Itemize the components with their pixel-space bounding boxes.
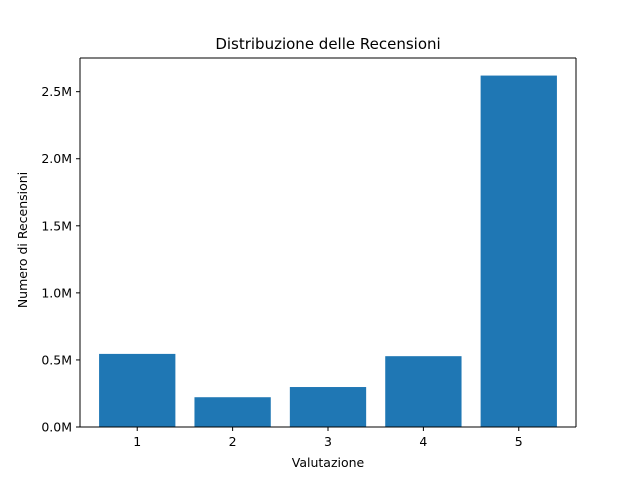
bar-1	[99, 353, 176, 427]
y-tick-label: 2.0M	[41, 151, 72, 166]
chart-title: Distribuzione delle Recensioni	[215, 35, 440, 53]
bar-2	[194, 397, 271, 427]
x-tick-label: 5	[515, 434, 523, 449]
y-tick-label: 2.5M	[41, 84, 72, 99]
y-ticks: 0.0M 0.5M 1.0M 1.5M 2.0M 2.5M	[41, 84, 80, 435]
y-axis-label: Numero di Recensioni	[15, 172, 30, 308]
y-tick-label: 0.5M	[41, 352, 72, 367]
x-tick-label: 3	[324, 434, 332, 449]
x-tick-label: 1	[133, 434, 141, 449]
x-tick-label: 4	[419, 434, 427, 449]
bar-3	[289, 387, 367, 427]
bar-5	[480, 75, 557, 428]
bar-4	[385, 356, 462, 427]
x-ticks: 1 2 3 4 5	[133, 427, 523, 449]
x-tick-label: 2	[229, 434, 237, 449]
x-axis-label: Valutazione	[292, 455, 365, 470]
y-tick-label: 1.5M	[41, 218, 72, 233]
bars-layer	[99, 75, 557, 428]
y-tick-label: 1.0M	[41, 285, 72, 300]
y-tick-label: 0.0M	[41, 420, 72, 435]
